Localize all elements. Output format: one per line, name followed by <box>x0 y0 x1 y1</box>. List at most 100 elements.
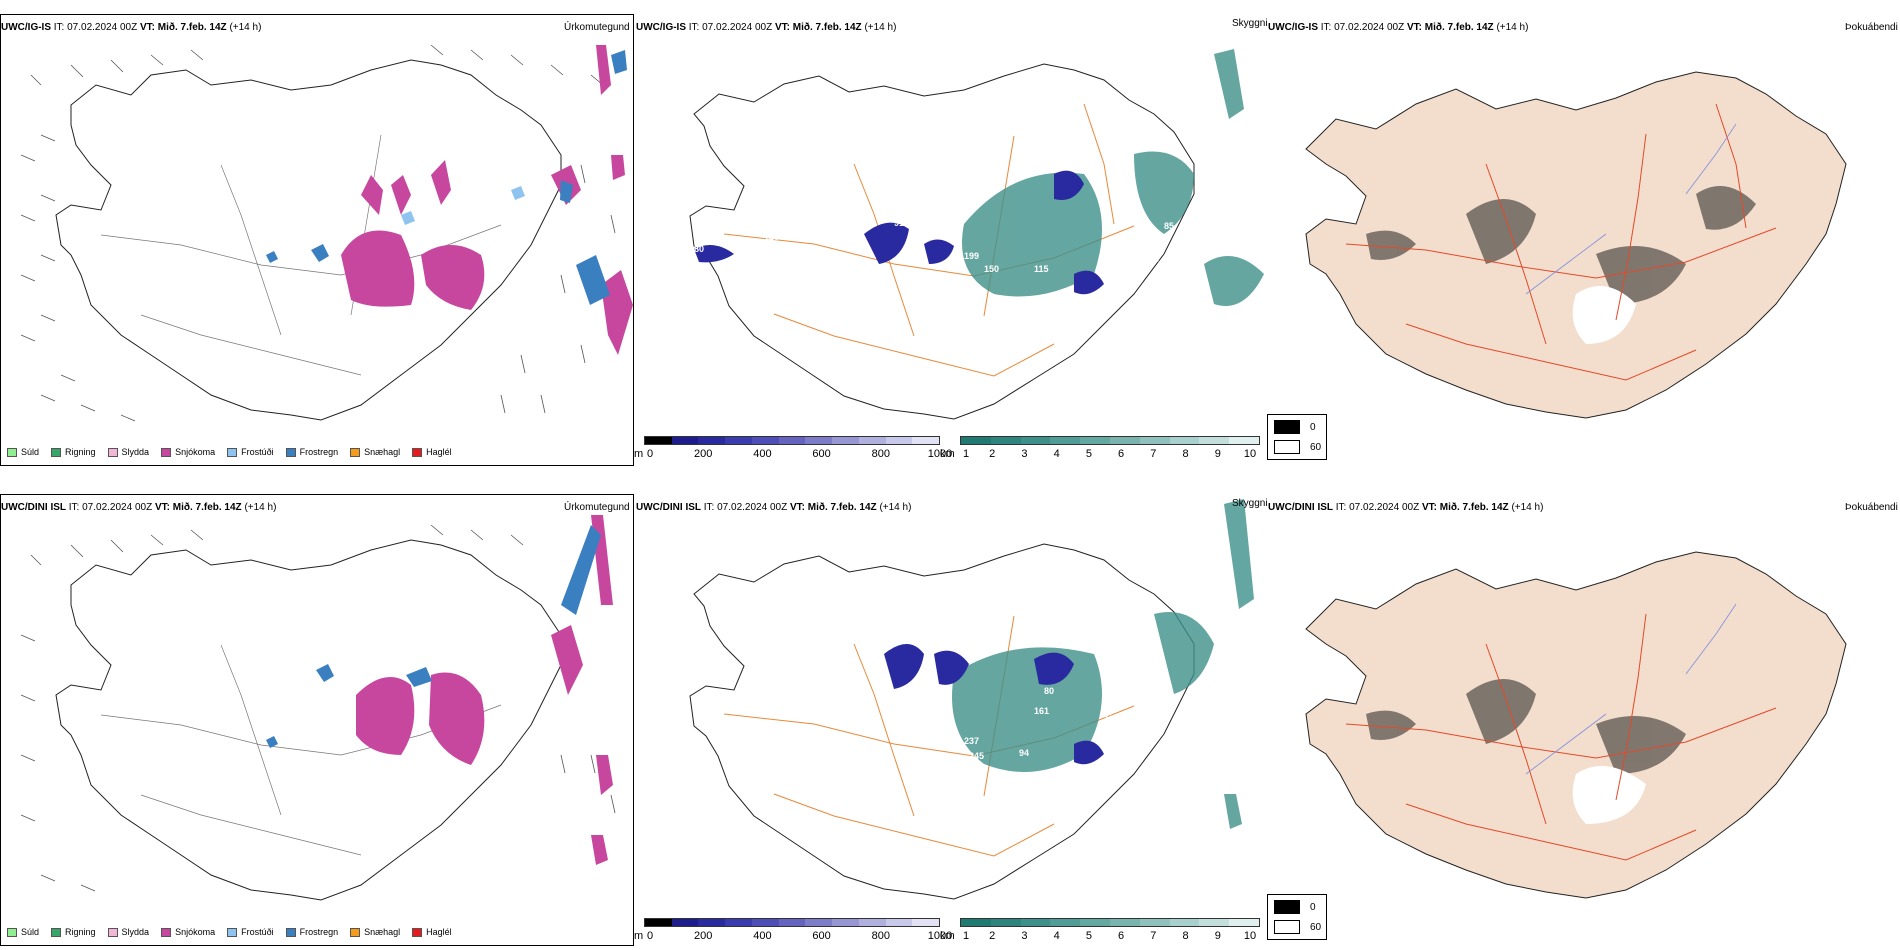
ceiling-colorbar-row2: m 0 200 400 600 800 1000 <box>634 916 952 946</box>
low-visibility-areas <box>962 49 1264 306</box>
colorbar-tick: 10 <box>1243 930 1257 942</box>
ceiling-label: 18 <box>979 801 989 811</box>
legend-label: Súld <box>21 447 40 457</box>
legend-label: Rigning <box>65 447 96 457</box>
fog-swatch-0 <box>1274 420 1300 434</box>
ceiling-label: 138 <box>884 184 899 194</box>
legend-label: Haglél <box>426 447 452 457</box>
colorbar-tick: 800 <box>871 930 890 942</box>
legend-label: Súld <box>21 927 40 937</box>
colorbar-cell-0 <box>961 437 991 444</box>
ceiling-label: 94 <box>1019 748 1029 758</box>
colorbar-tick: 8 <box>1182 930 1189 942</box>
legend-item-5: Frostregn <box>285 447 339 457</box>
colorbar-cell-10 <box>912 437 940 444</box>
legend-swatch <box>285 927 296 937</box>
legend-item-4: Frostúði <box>227 447 274 457</box>
iceland-land <box>1305 71 1847 419</box>
colorbar-cell-7 <box>832 919 859 926</box>
colorbar-tick: 3 <box>1021 448 1028 460</box>
colorbar-cell-5 <box>778 437 806 444</box>
colorbar-tick: 1 <box>962 448 970 460</box>
colorbar-cell-4 <box>1080 437 1110 444</box>
colorbar-tick: 10 <box>1243 448 1257 460</box>
colorbar-cell-7 <box>1169 919 1200 926</box>
iceland-outline <box>55 59 562 421</box>
legend-item-2: Slydda <box>107 447 150 457</box>
colorbar-cell-6 <box>1139 437 1170 444</box>
header-fog-row1: UWC/IG-IS IT: 07.02.2024 00Z VT: Mið. 7.… <box>1268 22 1529 33</box>
panel-title-fog-row2: Þokuábendi <box>1845 502 1898 513</box>
colorbar-cell-3 <box>1050 919 1081 926</box>
ceiling-label: 91 <box>894 218 904 228</box>
fog-swatch-60 <box>1274 440 1300 454</box>
visibility-map-row2: 18 80 161 137 99 237 245 94 131 122 18 <box>689 499 1254 900</box>
legend-item-0: Súld <box>7 927 39 937</box>
precip-legend: Súld Rigning Slydda Snjókoma Frostúði Frostre… <box>7 447 452 457</box>
legend-label: Frostúði <box>241 927 274 937</box>
legend-item-7: Haglél <box>412 927 452 937</box>
colorbar-cell-7 <box>832 437 859 444</box>
precip-type-map-row2 <box>20 515 616 901</box>
fog-legend-row2: 0 60 <box>1267 894 1327 940</box>
ceiling-label: 164 <box>844 234 859 244</box>
legend-label: Frostúði <box>241 447 274 457</box>
panel-title-visibility-row1: Skyggni <box>1232 18 1268 29</box>
colorbar-tick: 0 <box>646 930 654 942</box>
ceiling-label: 120 <box>764 232 779 242</box>
colorbar-tick: 600 <box>812 448 831 460</box>
visibility-panel-row2: 18 80 161 137 99 237 245 94 131 122 18 <box>634 494 1268 946</box>
ceiling-label: 80 <box>1044 686 1054 696</box>
colorbar-tick: 9 <box>1214 448 1221 460</box>
legend-swatch <box>412 447 423 457</box>
colorbar-cell-2 <box>698 919 726 926</box>
precip-type-panel-row1: Súld Rigning Slydda Snjókoma Frostúði Frostre… <box>0 14 634 466</box>
panel-title-precip-row1: Úrkomutegund <box>564 22 630 33</box>
header-fog-row2: UWC/DINI ISL IT: 07.02.2024 00Z VT: Mið.… <box>1268 502 1544 513</box>
legend-swatch <box>285 447 296 457</box>
freezing-rain-areas <box>266 50 627 305</box>
ceiling-label: 150 <box>984 264 999 274</box>
legend-item-1: Rigning <box>51 927 96 937</box>
header-precip-row1: UWC/IG-IS IT: 07.02.2024 00Z VT: Mið. 7.… <box>1 22 262 33</box>
fog-clear-area <box>1572 766 1646 824</box>
colorbar-cell-2 <box>1020 919 1051 926</box>
ceiling-label: 216 <box>1144 254 1159 264</box>
colorbar-tick: 4 <box>1053 930 1060 942</box>
legend-label: Slydda <box>121 447 150 457</box>
colorbar-cell-4 <box>1080 919 1110 926</box>
colorbar-cell-8 <box>858 919 886 926</box>
colorbar-cell-6 <box>805 919 833 926</box>
ceiling-label: 18 <box>1124 601 1134 611</box>
colorbar-cell-10 <box>912 919 940 926</box>
colorbar-cell-2 <box>698 437 726 444</box>
iceland-outline <box>55 539 562 901</box>
ceiling-labels: 18 80 161 137 99 237 245 94 131 122 18 <box>904 601 1134 811</box>
colorbar-tick: 0 <box>646 448 654 460</box>
fog-map-row1 <box>1305 71 1847 419</box>
low-visibility-areas <box>952 499 1254 829</box>
legend-item-6: Snæhagl <box>350 447 400 457</box>
legend-swatch <box>350 927 361 937</box>
rivers <box>1525 123 1737 295</box>
legend-item-4: Frostúði <box>227 927 274 937</box>
ceiling-label: 199 <box>964 251 979 261</box>
freezing-rain-areas <box>266 525 601 748</box>
legend-swatch <box>161 927 172 937</box>
colorbar-cell-3 <box>725 437 752 444</box>
low-ceiling-areas <box>884 644 1104 765</box>
colorbar-cell-2 <box>1020 437 1051 444</box>
legend-swatch <box>107 447 118 457</box>
header-visibility-row2: UWC/DINI ISL IT: 07.02.2024 00Z VT: Mið.… <box>636 502 912 513</box>
colorbar-tick: 6 <box>1118 930 1125 942</box>
colorbar-tick: 8 <box>1182 448 1189 460</box>
ceiling-label: 161 <box>1034 706 1049 716</box>
ceiling-label: 137 <box>904 701 919 711</box>
visibility-colorbar-row1: km 1 2 3 4 5 6 7 8 9 10 <box>940 434 1266 464</box>
colorbar-cell-0 <box>645 919 672 926</box>
legend-label: Frostregn <box>299 447 339 457</box>
colorbar-tick: 1 <box>962 930 970 942</box>
ceiling-label: 237 <box>964 736 979 746</box>
ceiling-label: 127 <box>1104 268 1119 278</box>
ceiling-label: 91 <box>809 244 819 254</box>
